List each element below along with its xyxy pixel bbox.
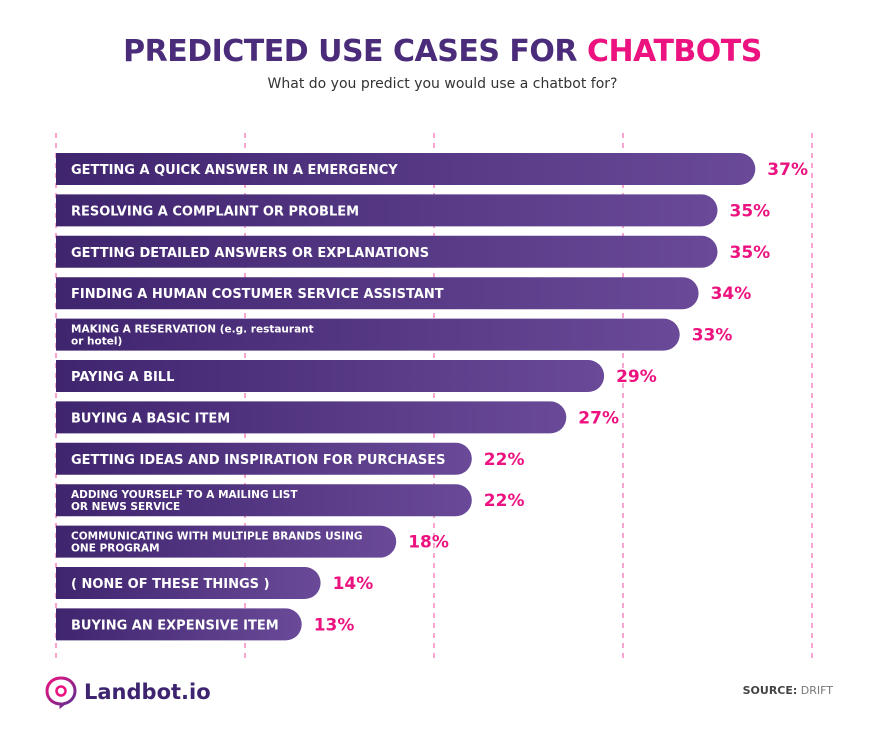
bar-category-label: BUYING A BASIC ITEM (71, 411, 230, 426)
bar-value-label: 18% (408, 533, 449, 553)
bar-value-label: 29% (616, 367, 657, 387)
bar-category-label: GETTING IDEAS AND INSPIRATION FOR PURCHA… (71, 453, 446, 468)
bar (56, 567, 321, 599)
brand: Landbot.io (44, 672, 211, 712)
chart-title: PREDICTED USE CASES FOR CHATBOTS (0, 34, 885, 69)
bar (56, 442, 472, 475)
bar (56, 608, 302, 641)
bar (56, 194, 718, 227)
title-prefix: PREDICTED USE CASES FOR (123, 34, 577, 69)
bar-value-label: 34% (711, 284, 752, 304)
bar-category-label: BUYING AN EXPENSIVE ITEM (71, 618, 279, 633)
bar-category-label: RESOLVING A COMPLAINT OR PROBLEM (71, 204, 359, 219)
bar-category-label: ( NONE OF THESE THINGS ) (71, 577, 270, 592)
bar (56, 525, 397, 558)
bar-value-label: 13% (314, 615, 355, 635)
bar (56, 235, 718, 268)
bar (56, 318, 680, 351)
bar-category-label: PAYING A BILL (71, 370, 174, 385)
bar (56, 153, 756, 185)
bar-value-label: 37% (767, 160, 808, 180)
bar-value-label: 14% (333, 574, 374, 594)
brand-name: Landbot.io (84, 680, 211, 704)
bar-value-label: 27% (578, 408, 619, 428)
source-credit: SOURCE: DRIFT (743, 684, 833, 697)
bar-category-label: GETTING A QUICK ANSWER IN A EMERGENCY (71, 163, 398, 178)
bar-value-label: 22% (484, 450, 525, 470)
bar-value-label: 22% (484, 491, 525, 511)
bar (56, 484, 472, 517)
bar-category-label: MAKING A RESERVATION (e.g. restaurant or … (71, 324, 314, 348)
bar-value-label: 33% (692, 326, 733, 346)
source-key: SOURCE: (742, 684, 798, 697)
bar-category-label: COMMUNICATING WITH MULTIPLE BRANDS USING… (71, 531, 363, 555)
bar (56, 401, 567, 434)
source-value: DRIFT (800, 684, 833, 697)
bar-category-label: ADDING YOURSELF TO A MAILING LIST OR NEWS… (71, 489, 298, 513)
bar (56, 360, 605, 392)
title-accent: CHATBOTS (586, 34, 762, 69)
bar-value-label: 35% (730, 201, 771, 221)
bar-category-label: FINDING A HUMAN COSTUMER SERVICE ASSISTA… (71, 287, 444, 302)
landbot-logo-icon (45, 676, 77, 709)
bar-value-label: 35% (730, 243, 771, 263)
bar-category-label: GETTING DETAILED ANSWERS OR EXPLANATIONS (71, 246, 429, 261)
chart-subtitle: What do you predict you would use a chat… (267, 76, 618, 92)
bar (56, 277, 699, 310)
